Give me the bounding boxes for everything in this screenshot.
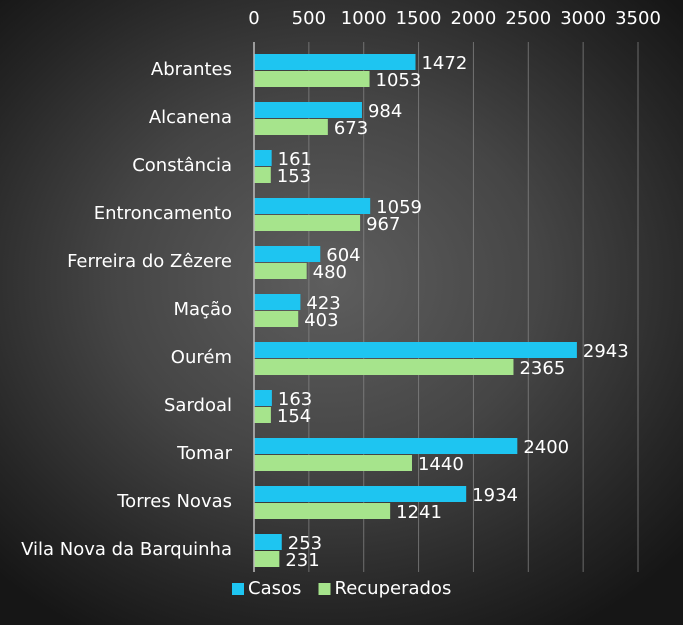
bar-casos <box>254 486 467 502</box>
data-label: 2943 <box>583 341 629 362</box>
category-label: Alcanena <box>149 107 232 128</box>
data-label: 161 <box>278 149 312 170</box>
legend-label: Casos <box>248 578 301 599</box>
x-tick-label: 1500 <box>396 8 442 29</box>
data-label: 673 <box>334 118 368 139</box>
bar-casos <box>254 54 416 70</box>
bar-recuperados <box>254 119 328 135</box>
bar-casos <box>254 102 362 118</box>
category-label: Ferreira do Zêzere <box>67 251 232 272</box>
legend-swatch <box>232 583 244 595</box>
bar-recuperados <box>254 455 412 471</box>
x-tick-label: 2000 <box>451 8 497 29</box>
data-label: 2400 <box>523 437 569 458</box>
category-label: Mação <box>174 299 233 320</box>
bar-recuperados <box>254 359 514 375</box>
bar-casos <box>254 438 518 454</box>
data-label: 153 <box>277 166 311 187</box>
x-tick-label: 500 <box>292 8 326 29</box>
bar-casos <box>254 294 301 310</box>
data-label: 1241 <box>396 502 442 523</box>
data-label: 604 <box>326 245 360 266</box>
bar-recuperados <box>254 311 299 327</box>
bar-recuperados <box>254 551 280 567</box>
bar-recuperados <box>254 263 307 279</box>
category-label: Constância <box>132 155 232 176</box>
data-label: 2365 <box>519 358 565 379</box>
data-label: 967 <box>366 214 400 235</box>
data-label: 154 <box>277 406 311 427</box>
data-label: 1934 <box>472 485 518 506</box>
data-label: 984 <box>368 101 402 122</box>
bar-casos <box>254 246 321 262</box>
category-label: Tomar <box>176 443 233 464</box>
bar-recuperados <box>254 167 271 183</box>
bar-casos <box>254 150 272 166</box>
data-label: 1472 <box>421 53 467 74</box>
data-label: 423 <box>306 293 340 314</box>
data-label: 403 <box>304 310 338 331</box>
bar-recuperados <box>254 71 370 87</box>
category-label: Vila Nova da Barquinha <box>21 539 232 560</box>
x-tick-label: 3000 <box>560 8 606 29</box>
category-label: Sardoal <box>164 395 232 416</box>
legend-label: Recuperados <box>335 578 452 599</box>
category-label: Ourém <box>171 347 232 368</box>
data-label: 253 <box>288 533 322 554</box>
data-label: 231 <box>285 550 319 571</box>
data-label: 1440 <box>418 454 464 475</box>
bar-casos <box>254 390 272 406</box>
bar-casos <box>254 534 282 550</box>
x-tick-label: 0 <box>248 8 259 29</box>
category-label: Entroncamento <box>94 203 232 224</box>
category-label: Torres Novas <box>116 491 232 512</box>
x-tick-label: 3500 <box>615 8 661 29</box>
bar-casos <box>254 198 371 214</box>
legend-swatch <box>318 583 331 595</box>
x-tick-label: 2500 <box>505 8 551 29</box>
bar-casos <box>254 342 577 358</box>
category-label: Abrantes <box>151 59 232 80</box>
data-label: 163 <box>278 389 312 410</box>
data-label: 1053 <box>376 70 422 91</box>
data-label: 1059 <box>376 197 422 218</box>
bar-recuperados <box>254 215 361 231</box>
bar-recuperados <box>254 407 271 423</box>
data-label: 480 <box>313 262 347 283</box>
bar-recuperados <box>254 503 391 519</box>
x-tick-label: 1000 <box>341 8 387 29</box>
